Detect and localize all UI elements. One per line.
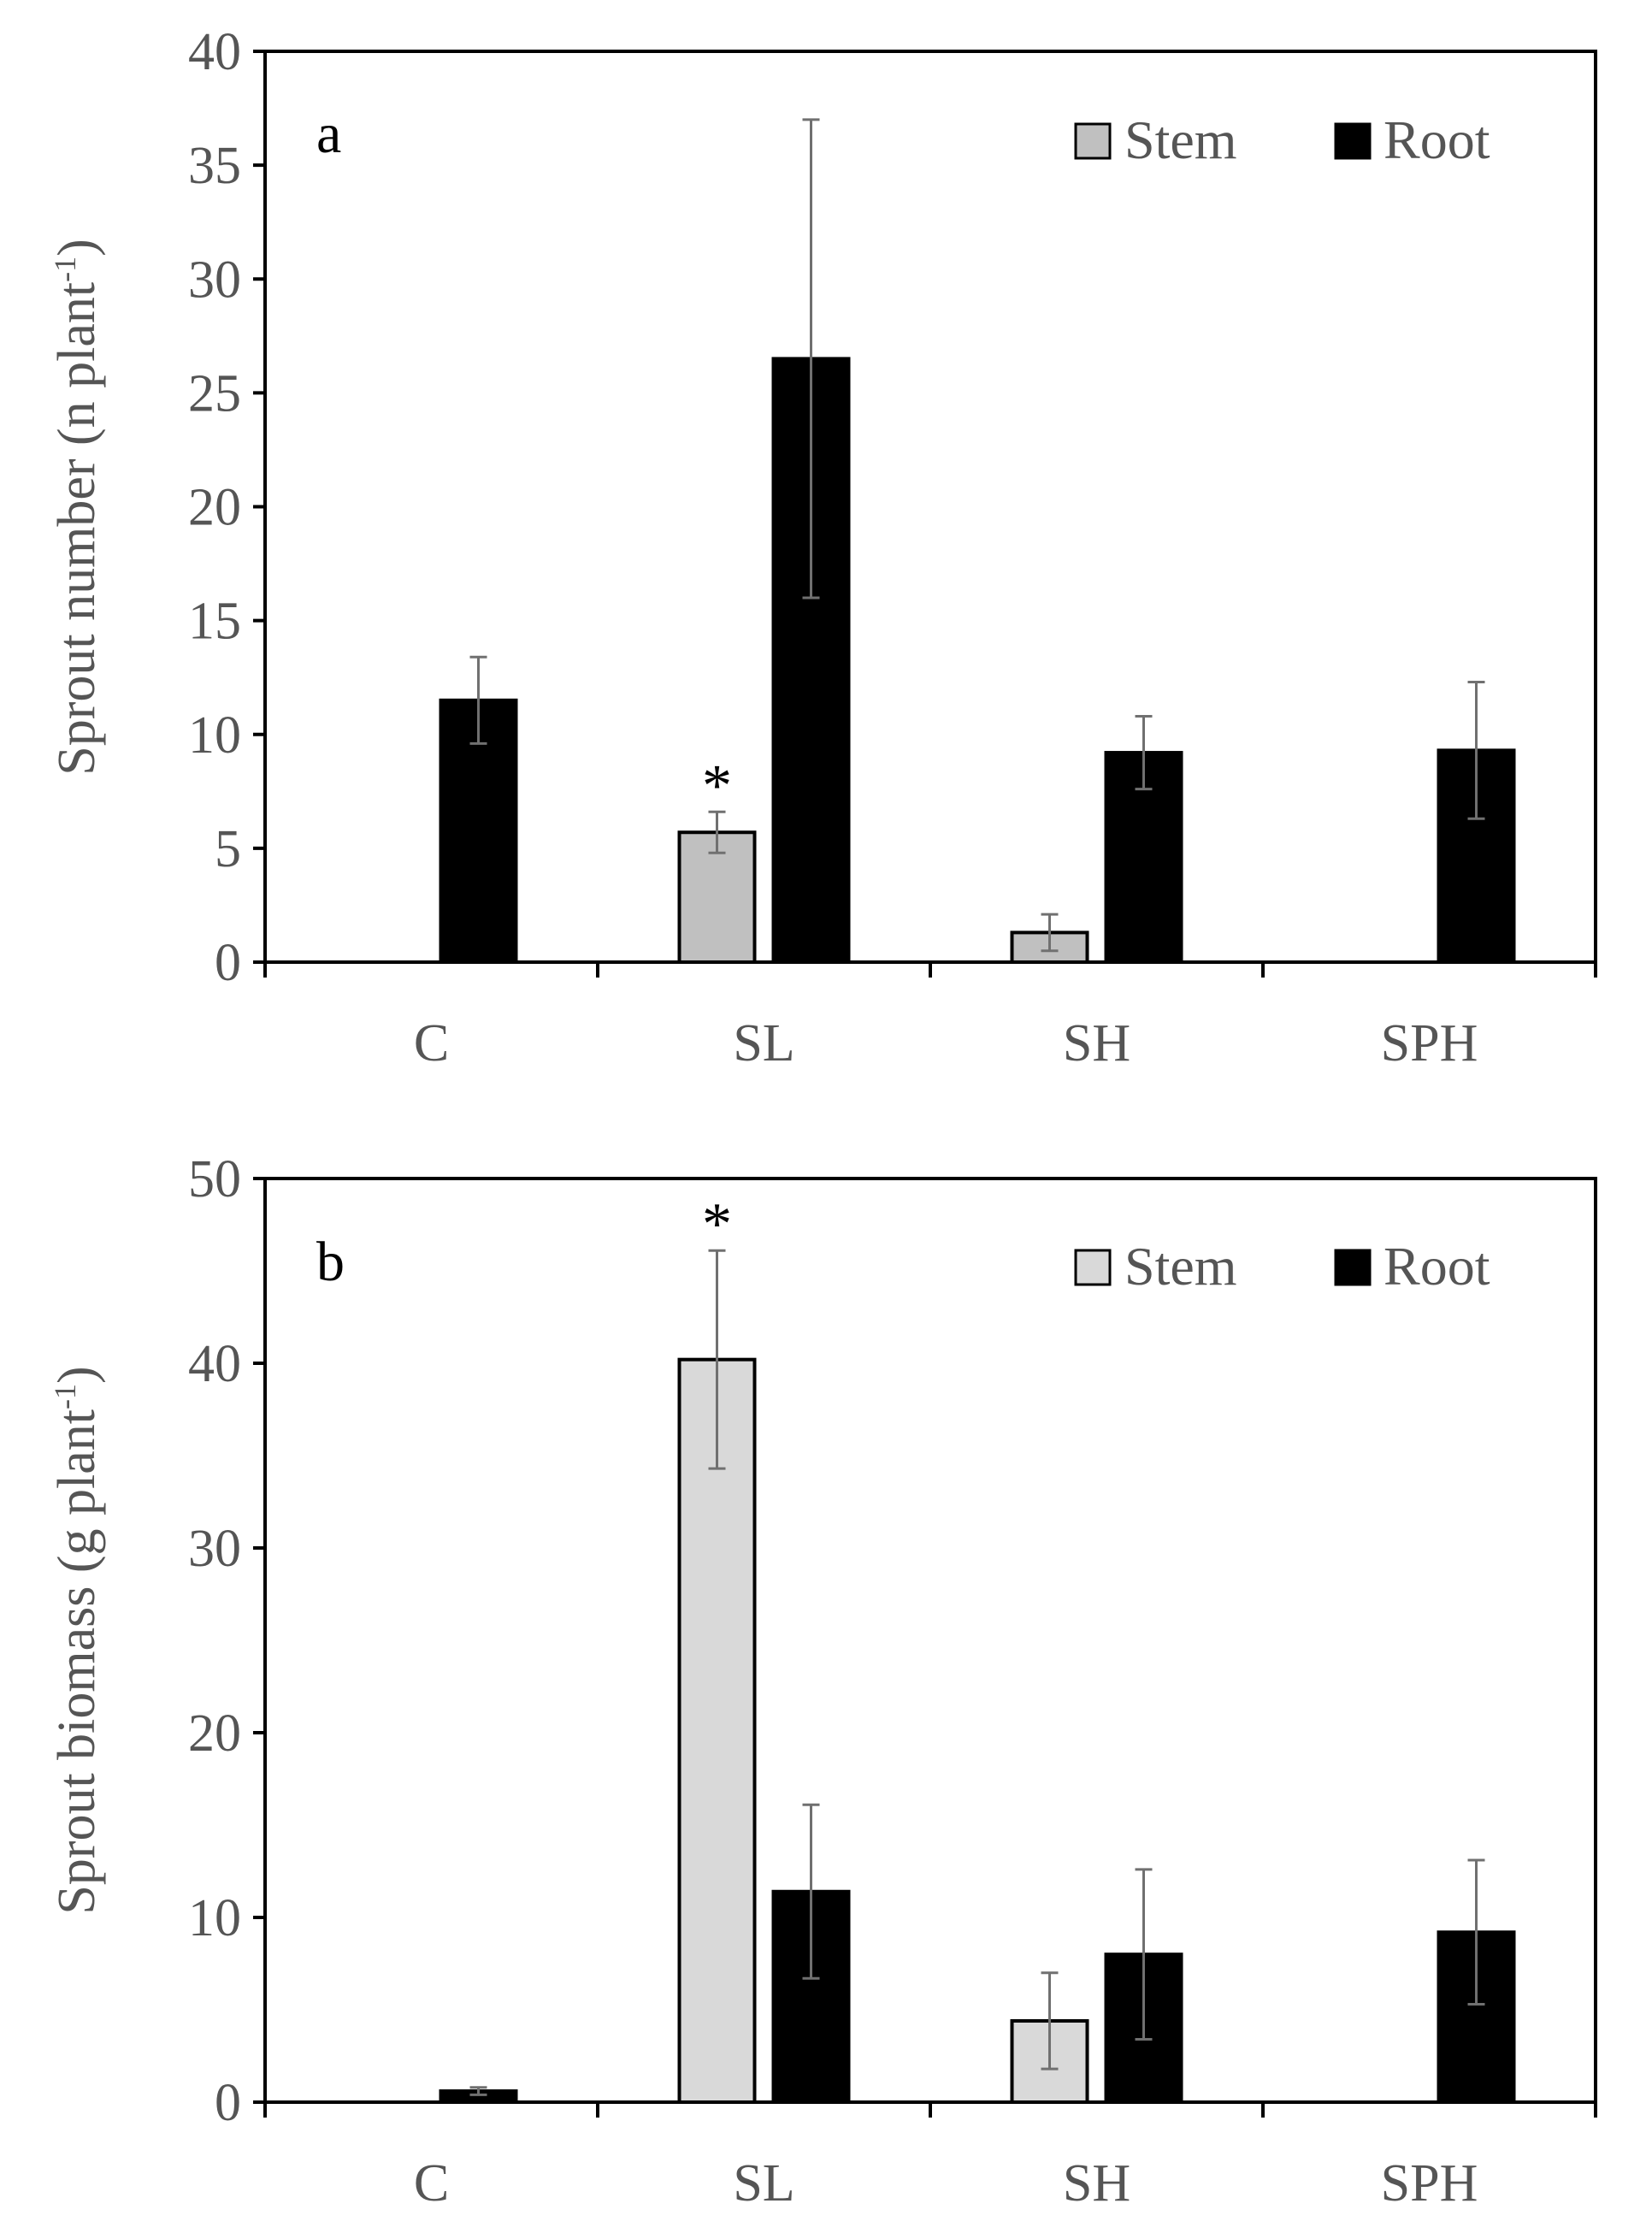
y-tick-label: 30	[188, 251, 241, 309]
legend-label-root: Root	[1384, 109, 1490, 170]
error-bar	[1135, 714, 1153, 791]
y-tick-label: 20	[188, 1704, 241, 1763]
error-bar	[469, 2086, 487, 2096]
error-bar	[1467, 681, 1485, 820]
x-tick-label: SL	[733, 2154, 794, 2212]
y-tick-label: 0	[215, 2074, 241, 2132]
error-bar	[1467, 1858, 1485, 2006]
panel-letter: a	[316, 103, 341, 165]
x-tick-label: C	[414, 2154, 449, 2212]
y-tick-label: 15	[188, 593, 241, 651]
legend-label-stem: Stem	[1124, 1236, 1237, 1297]
y-axis-label: Sprout number (n plant-1)	[48, 239, 106, 776]
panel-b: * 0 10 20 30 40 50 C SL SH SPH Sprout biomass (g …	[48, 1150, 1597, 2212]
y-tick-label: 10	[188, 706, 241, 765]
error-bar	[1041, 913, 1059, 953]
axis-ticks: 0 5 10 15 20 25 30 35 40 C SL SH SPH	[188, 23, 1597, 1072]
x-tick-label: SPH	[1381, 1014, 1478, 1072]
bar-marks: *	[439, 1191, 1516, 2105]
error-bar	[802, 1803, 820, 1980]
axis-ticks: 0 10 20 30 40 50 C SL SH SPH	[188, 1150, 1597, 2212]
error-bar	[469, 655, 487, 745]
legend-swatch-root	[1334, 1249, 1372, 1286]
legend-swatch-root	[1334, 122, 1372, 160]
bar-marks: *	[439, 118, 1516, 965]
legend: Stem Root	[1074, 1236, 1490, 1297]
y-tick-label: 5	[215, 820, 241, 878]
y-tick-label: 20	[188, 479, 241, 537]
error-bar	[1041, 1971, 1059, 2071]
significance-asterisk: *	[702, 753, 732, 818]
x-tick-label: SL	[733, 1014, 794, 1072]
error-bar	[708, 810, 726, 854]
y-axis-label: Sprout biomass (g plant-1)	[48, 1366, 106, 1914]
x-tick-label: C	[414, 1014, 449, 1072]
legend: Stem Root	[1074, 109, 1490, 170]
error-bar	[802, 118, 820, 600]
x-tick-label: SH	[1063, 2154, 1130, 2212]
y-tick-label: 40	[188, 1335, 241, 1393]
x-tick-label: SH	[1063, 1014, 1130, 1072]
y-tick-label: 0	[215, 934, 241, 992]
y-tick-label: 50	[188, 1150, 241, 1208]
legend-swatch-stem	[1074, 122, 1112, 160]
x-tick-label: SPH	[1381, 2154, 1478, 2212]
plot-frame	[263, 1177, 1597, 2104]
error-bar	[708, 1249, 726, 1470]
significance-asterisk: *	[702, 1191, 732, 1257]
panel-a: * 0 5 10 15 20 25 30 35 40 C SL SH SPH Sprout number…	[48, 23, 1597, 1072]
legend-label-root: Root	[1384, 1236, 1490, 1297]
legend-swatch-stem	[1074, 1249, 1112, 1286]
legend-label-stem: Stem	[1124, 109, 1237, 170]
y-tick-label: 30	[188, 1520, 241, 1578]
y-tick-label: 10	[188, 1889, 241, 1947]
y-tick-label: 40	[188, 23, 241, 81]
bar-stem-sl	[677, 1357, 757, 2105]
bar-root-sh	[1104, 751, 1183, 964]
y-tick-label: 35	[188, 137, 241, 195]
y-tick-label: 25	[188, 364, 241, 422]
panel-letter: b	[316, 1231, 345, 1293]
error-bar	[1135, 1868, 1153, 2041]
bar-root-c	[439, 698, 518, 964]
